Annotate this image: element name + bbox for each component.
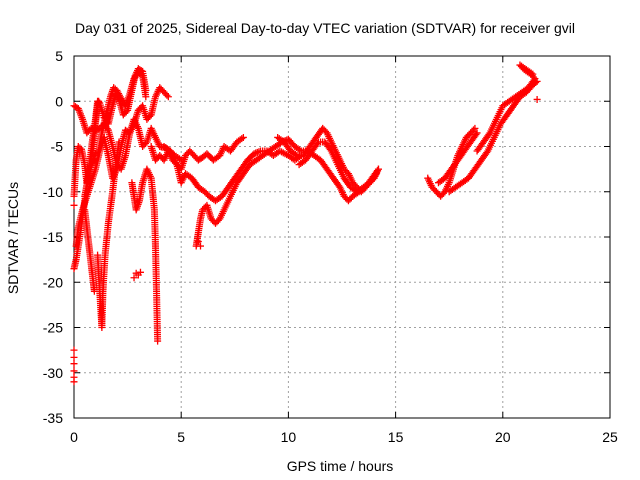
y-tick-label: -30 xyxy=(43,365,63,381)
chart-title: Day 031 of 2025, Sidereal Day-to-day VTE… xyxy=(75,20,575,36)
data-point-marker xyxy=(70,360,78,368)
x-tick-label: 5 xyxy=(177,429,185,445)
data-point-marker xyxy=(95,97,103,105)
y-axis-label: SDTVAR / TECUs xyxy=(5,182,21,294)
y-tick-label: -5 xyxy=(51,139,64,155)
data-point-marker xyxy=(250,150,258,158)
data-point-marker xyxy=(473,129,481,137)
data-point-marker xyxy=(142,86,150,94)
data-point-marker xyxy=(70,353,78,361)
data-point-marker xyxy=(313,139,321,147)
data-point-marker xyxy=(472,130,480,138)
data-point-marker xyxy=(533,95,541,103)
data-markers xyxy=(70,61,541,386)
grid-lines xyxy=(74,56,610,418)
x-tick-label: 0 xyxy=(70,429,78,445)
data-point-marker xyxy=(70,201,78,209)
y-tick-label: -10 xyxy=(43,184,63,200)
data-point-marker xyxy=(372,170,380,178)
data-point-marker xyxy=(103,125,111,133)
data-point-marker xyxy=(255,148,263,156)
data-point-marker xyxy=(196,242,204,250)
data-point-marker xyxy=(527,69,535,77)
data-point-marker xyxy=(142,93,150,101)
x-tick-label: 25 xyxy=(602,429,618,445)
axis-ticks xyxy=(73,55,611,419)
x-tick-label: 15 xyxy=(388,429,404,445)
tick-labels: 0 5 10 15 20 25 -35 -30 -25 -20 -15 -10 -5 0 5 xyxy=(43,48,618,445)
data-point-marker xyxy=(471,124,479,132)
data-point-marker xyxy=(469,126,477,134)
data-point-marker xyxy=(70,378,78,386)
x-axis-label: GPS time / hours xyxy=(287,458,394,474)
data-point-marker xyxy=(164,93,172,101)
data-point-marker xyxy=(253,148,261,156)
data-point-marker xyxy=(70,346,78,354)
data-point-marker xyxy=(163,91,171,99)
data-point-marker xyxy=(238,135,246,143)
data-point-marker xyxy=(154,337,162,345)
data-point-marker xyxy=(371,171,379,179)
data-point-marker xyxy=(252,149,260,157)
x-tick-label: 20 xyxy=(495,429,511,445)
data-point-marker xyxy=(130,274,138,282)
data-point-marker xyxy=(136,268,144,276)
data-point-marker xyxy=(146,112,154,120)
y-tick-label: -35 xyxy=(43,410,63,426)
x-tick-label: 10 xyxy=(281,429,297,445)
y-tick-label: 5 xyxy=(55,48,63,64)
data-point-marker xyxy=(194,238,202,246)
data-point-marker xyxy=(529,70,537,78)
y-tick-label: 0 xyxy=(55,93,63,109)
y-tick-label: -15 xyxy=(43,229,63,245)
data-point-marker xyxy=(239,133,247,141)
data-point-marker xyxy=(374,165,382,173)
data-point-marker xyxy=(291,150,299,158)
y-tick-label: -25 xyxy=(43,320,63,336)
data-point-marker xyxy=(115,138,123,146)
data-point-marker xyxy=(70,367,78,375)
y-tick-label: -20 xyxy=(43,274,63,290)
